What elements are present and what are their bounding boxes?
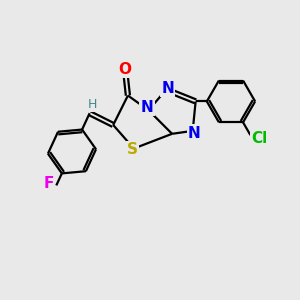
Text: S: S — [127, 142, 138, 158]
Text: O: O — [118, 61, 131, 76]
Text: N: N — [141, 100, 153, 115]
Text: F: F — [44, 176, 54, 191]
Text: N: N — [188, 126, 200, 141]
Text: Cl: Cl — [251, 130, 267, 146]
Text: H: H — [88, 98, 97, 111]
Text: N: N — [161, 81, 174, 96]
